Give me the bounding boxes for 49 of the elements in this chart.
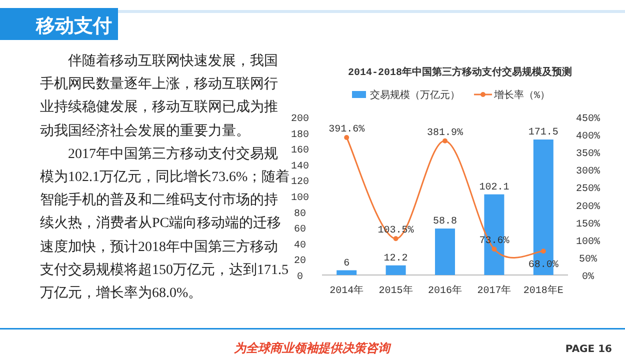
y2-tick-label: 100% xyxy=(576,236,600,248)
y-tick-label: 40 xyxy=(294,240,306,252)
bar xyxy=(435,228,455,275)
y2-tick-label: 0% xyxy=(582,272,594,283)
y-tick-label: 120 xyxy=(290,177,310,188)
data-label: 391.6% xyxy=(328,124,365,136)
data-label: 171.5 xyxy=(528,128,558,139)
data-label: 6 xyxy=(344,258,350,270)
data-label: 58.8 xyxy=(432,216,458,228)
text: 为全球商业领袖提供决策咨询 xyxy=(234,341,392,355)
y-tick-label: 180 xyxy=(290,130,310,141)
chart-title: 2014-2018年中国第三方移动支付交易规模及预测 xyxy=(348,66,572,79)
y-tick-label: 140 xyxy=(290,161,310,172)
text: 2017年中国第三方移动支付交易规模为102.1万亿元，同比增长73.6%；随着智能手机的普及和二维码支付市场的持续火热，消费者从PC端向移动端的迁移速度加快，预计2018年中国第三方移动支付交易规模将超150万亿元，达到171.5万亿元，增长率为68.0%。 xyxy=(40,145,290,304)
point xyxy=(344,135,350,140)
x-tick-label: 2016年 xyxy=(428,284,462,297)
data-label: 102.1 xyxy=(479,182,510,194)
legend-label: 交易规模（万亿元） xyxy=(370,89,460,102)
y2-tick-label: 400% xyxy=(576,132,600,143)
y-tick-label: 160 xyxy=(290,146,310,157)
data-label: 12.2 xyxy=(384,253,408,264)
y-tick-label: 100 xyxy=(290,193,310,204)
y2-tick-label: 150% xyxy=(576,219,600,230)
y2-tick-label: 450% xyxy=(576,114,600,125)
legend-label: 增长率（%） xyxy=(493,89,550,102)
x-tick-label: 2014年 xyxy=(330,284,364,297)
x-tick-label: 2018年E xyxy=(523,284,564,297)
text: 伴随着移动互联网快速发展，我国手机网民数量逐年上涨，移动互联网行业持续稳健发展，移动互联网已成为推动我国经济社会发展的重要力量。 xyxy=(40,52,279,141)
y2-tick-label: 50% xyxy=(578,254,598,266)
point xyxy=(540,248,546,254)
y-tick-label: 200 xyxy=(290,114,310,125)
bar xyxy=(386,265,406,275)
point xyxy=(442,138,448,144)
point xyxy=(393,236,398,242)
y-tick-label: 0 xyxy=(296,272,304,283)
bar xyxy=(336,270,357,275)
y2-tick-label: 350% xyxy=(576,149,600,160)
x-tick-label: 2017年 xyxy=(477,284,512,297)
y-tick-label: 80 xyxy=(294,208,306,220)
y2-tick-label: 200% xyxy=(576,202,600,213)
text: 移动支付 xyxy=(35,15,112,37)
y-tick-label: 60 xyxy=(294,224,306,236)
y-tick-label: 20 xyxy=(294,256,306,268)
point xyxy=(492,246,497,252)
x-tick-label: 2015年 xyxy=(378,284,413,297)
data-label: 381.9% xyxy=(426,128,464,139)
y2-tick-label: 300% xyxy=(576,166,600,178)
y2-tick-label: 250% xyxy=(576,184,600,196)
text: PAGE 16 xyxy=(565,344,612,355)
